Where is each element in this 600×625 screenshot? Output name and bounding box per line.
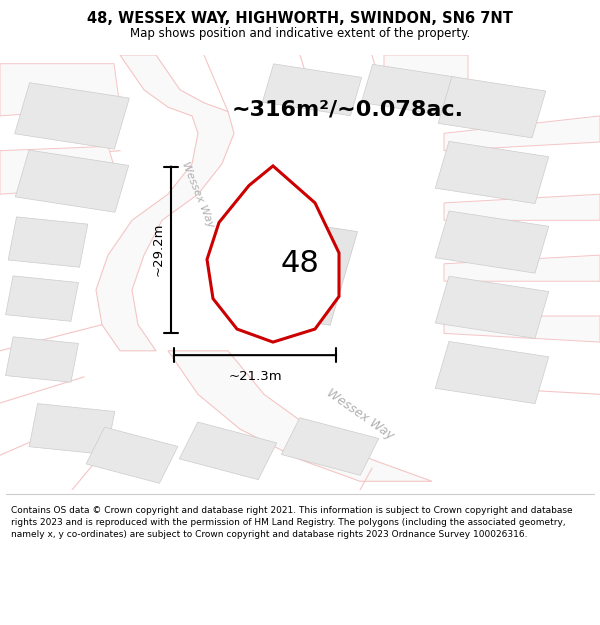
Polygon shape (384, 55, 468, 108)
Polygon shape (435, 141, 549, 204)
Polygon shape (262, 64, 362, 116)
Polygon shape (86, 427, 178, 483)
Polygon shape (444, 194, 600, 220)
Polygon shape (435, 276, 549, 338)
Polygon shape (361, 64, 455, 115)
Polygon shape (0, 146, 120, 194)
Polygon shape (0, 64, 120, 116)
Text: 48, WESSEX WAY, HIGHWORTH, SWINDON, SN6 7NT: 48, WESSEX WAY, HIGHWORTH, SWINDON, SN6 … (87, 11, 513, 26)
Polygon shape (29, 404, 115, 454)
Polygon shape (5, 337, 79, 382)
Polygon shape (179, 422, 277, 479)
Polygon shape (435, 341, 549, 404)
Polygon shape (168, 351, 432, 481)
Polygon shape (207, 166, 339, 342)
Polygon shape (14, 82, 130, 149)
Polygon shape (15, 150, 129, 213)
Polygon shape (444, 255, 600, 281)
Polygon shape (8, 217, 88, 268)
Text: Wessex Way: Wessex Way (180, 160, 216, 229)
Text: Wessex Way: Wessex Way (324, 386, 396, 442)
Polygon shape (5, 276, 79, 321)
Text: Map shows position and indicative extent of the property.: Map shows position and indicative extent… (130, 27, 470, 39)
Text: Contains OS data © Crown copyright and database right 2021. This information is : Contains OS data © Crown copyright and d… (11, 506, 572, 539)
Text: ~316m²/~0.078ac.: ~316m²/~0.078ac. (232, 99, 464, 119)
Polygon shape (224, 216, 358, 325)
Polygon shape (444, 316, 600, 342)
Polygon shape (444, 116, 600, 151)
Text: ~21.3m: ~21.3m (228, 371, 282, 383)
Text: 48: 48 (281, 249, 319, 278)
Text: ~29.2m: ~29.2m (151, 223, 164, 276)
Polygon shape (438, 76, 546, 138)
Polygon shape (96, 55, 234, 351)
Polygon shape (281, 418, 379, 475)
Polygon shape (435, 211, 549, 273)
